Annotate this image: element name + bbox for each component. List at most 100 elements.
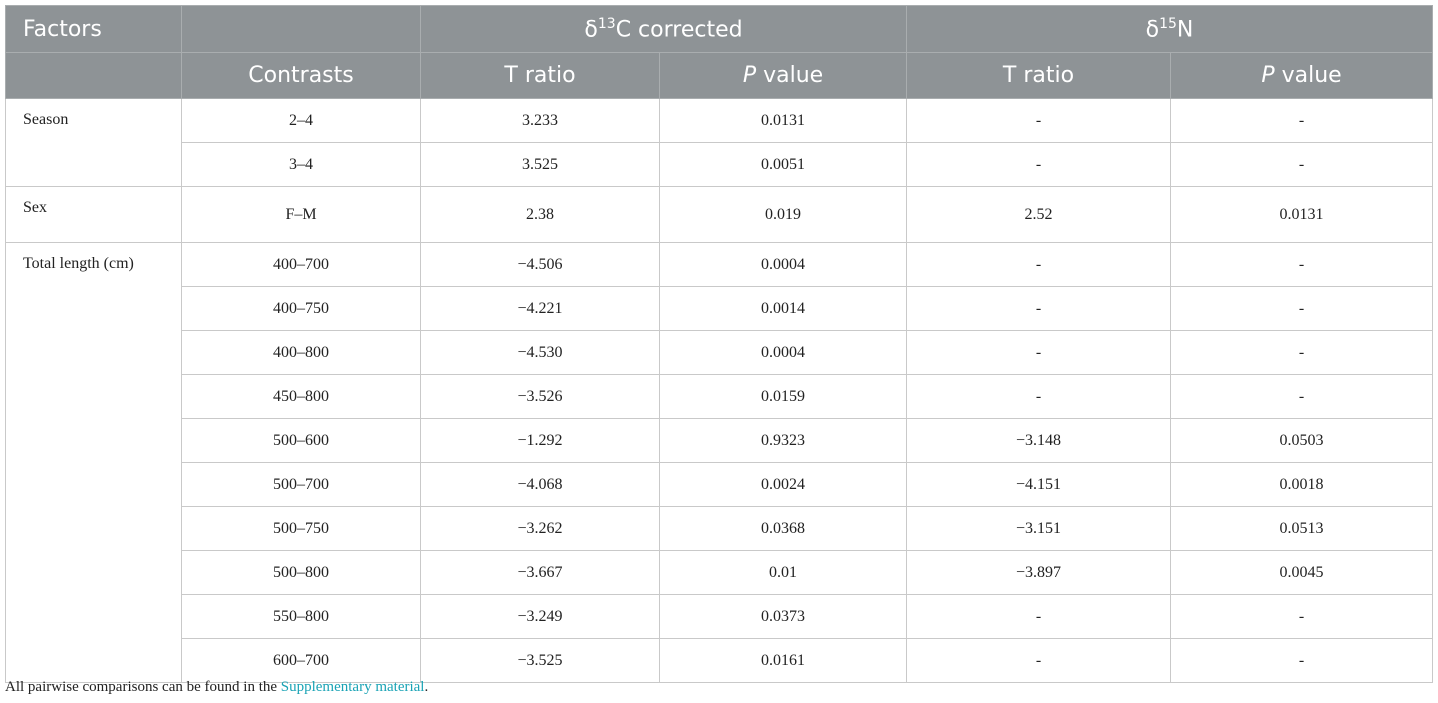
data-cell: - — [1169, 638, 1434, 683]
table-row: 550–800 −3.249 0.0373- - — [6, 594, 1434, 639]
data-cell: 2.38 — [420, 186, 660, 243]
header-cell: Contrasts — [181, 52, 421, 99]
data-cell: −4.151 — [906, 462, 1171, 507]
data-cell: - — [1169, 594, 1434, 639]
table-row: 500–700 −4.068 0.0024 −4.151 0.0018 — [6, 462, 1434, 507]
data-cell: 3.525 — [420, 142, 660, 187]
footnote-text: . — [424, 679, 429, 695]
header-italic: P — [742, 63, 757, 88]
supplementary-link[interactable]: Supplementary material — [280, 679, 425, 695]
data-cell: 400–750 — [181, 286, 421, 331]
table-row: 500–800 −3.667 0.01 −3.897 0.0045 — [6, 550, 1434, 595]
header-row: Factors δ13C corrected δ15N — [5, 5, 1434, 53]
table-row: 500–750 −3.262 0.0368 −3.151 0.0513 — [6, 506, 1434, 551]
data-cell: - — [1169, 374, 1434, 419]
data-cell: 500–750 — [181, 506, 421, 551]
data-cell: 0.9323 — [659, 418, 907, 463]
data-cell: 0.0004 — [659, 330, 907, 375]
factor-cell: Sex — [5, 186, 182, 243]
header-cell: T ratio — [420, 52, 660, 99]
data-cell: - — [906, 242, 1171, 287]
data-cell: - — [906, 594, 1171, 639]
data-cell: 2.52 — [906, 186, 1171, 243]
header-text: T ratio — [1002, 63, 1075, 88]
header-cell: P value — [659, 52, 907, 99]
data-cell: 0.0368 — [659, 506, 907, 551]
data-cell: 500–600 — [181, 418, 421, 463]
header-text: N — [1176, 17, 1194, 43]
header-text: C corrected — [615, 17, 743, 43]
data-cell: - — [1169, 330, 1434, 375]
data-cell: - — [1169, 242, 1434, 287]
table-row: Sex F–M 2.38 0.019 2.52 0.0131 — [5, 186, 1434, 243]
data-cell: −3.262 — [420, 506, 660, 551]
header-cell: T ratio — [906, 52, 1171, 99]
table-row: 600–700 −3.525 0.0161- - — [6, 638, 1434, 683]
table-row: 450–800 −3.526 0.0159- - — [6, 374, 1434, 419]
table-row: 400–800 −4.530 0.0004- - — [6, 330, 1434, 375]
data-cell: 400–800 — [181, 330, 421, 375]
data-cell: - — [906, 98, 1171, 143]
data-cell: 0.019 — [659, 186, 907, 243]
data-cell: 0.0018 — [1169, 462, 1434, 507]
results-table: Factors δ13C corrected δ15N Contrasts T … — [5, 5, 1434, 683]
header-cell: Factors — [5, 5, 182, 53]
data-cell: −3.897 — [906, 550, 1171, 595]
header-italic: P — [1261, 63, 1275, 88]
data-cell: - — [906, 638, 1171, 683]
header-text: T ratio — [504, 63, 576, 88]
data-cell: 550–800 — [181, 594, 421, 639]
data-cell: −3.525 — [420, 638, 660, 683]
data-cell: −4.068 — [420, 462, 660, 507]
data-cell: −4.221 — [420, 286, 660, 331]
data-cell: −3.667 — [420, 550, 660, 595]
data-cell: 0.0373 — [659, 594, 907, 639]
header-row: Contrasts T ratio P value T ratio P value — [5, 52, 1434, 99]
data-cell: 500–800 — [181, 550, 421, 595]
data-cell: 0.0014 — [659, 286, 907, 331]
table-header: Factors δ13C corrected δ15N Contrasts T … — [5, 5, 1434, 99]
data-cell: - — [1169, 286, 1434, 331]
data-cell: 0.0161 — [659, 638, 907, 683]
data-cell: 0.01 — [659, 550, 907, 595]
data-cell: −3.249 — [420, 594, 660, 639]
data-cell: 0.0051 — [659, 142, 907, 187]
data-cell: −4.506 — [420, 242, 660, 287]
data-cell: 0.0513 — [1169, 506, 1434, 551]
table-row: 400–750 −4.221 0.0014- - — [6, 286, 1434, 331]
header-cell: δ13C corrected — [420, 5, 907, 53]
data-cell: 0.0024 — [659, 462, 907, 507]
data-cell: - — [906, 286, 1171, 331]
header-text: value — [1274, 63, 1342, 88]
data-cell: −3.526 — [420, 374, 660, 419]
data-cell: 0.0159 — [659, 374, 907, 419]
header-text: δ — [1145, 17, 1160, 43]
data-cell: −4.530 — [420, 330, 660, 375]
data-cell: 0.0503 — [1169, 418, 1434, 463]
table-row: Season 2–4 3.233 0.0131- - — [5, 98, 1434, 187]
data-cell: 0.0045 — [1169, 550, 1434, 595]
data-cell: −3.151 — [906, 506, 1171, 551]
data-cell: 450–800 — [181, 374, 421, 419]
factor-cell: Season — [5, 98, 182, 187]
data-cell: - — [906, 142, 1171, 187]
header-sup: 15 — [1159, 15, 1177, 32]
data-cell: −1.292 — [420, 418, 660, 463]
data-cell: 600–700 — [181, 638, 421, 683]
data-cell: - — [906, 374, 1171, 419]
data-cell: 400–700 — [181, 242, 421, 287]
table-row: 500–600 −1.292 0.9323 −3.148 0.0503 — [6, 418, 1434, 463]
header-cell: δ15N — [905, 5, 1434, 53]
data-cell: 3–4 — [181, 142, 421, 187]
header-text: δ — [584, 17, 598, 43]
footnote-text: All pairwise comparisons can be found in… — [5, 679, 281, 695]
footnote: All pairwise comparisons can be found in… — [5, 679, 428, 696]
header-cell — [181, 5, 421, 53]
header-cell — [5, 52, 182, 99]
header-cell: P value — [1169, 52, 1434, 99]
data-cell: −3.148 — [906, 418, 1171, 463]
header-text: value — [756, 63, 824, 88]
data-cell: 500–700 — [181, 462, 421, 507]
data-cell: F–M — [181, 186, 421, 243]
